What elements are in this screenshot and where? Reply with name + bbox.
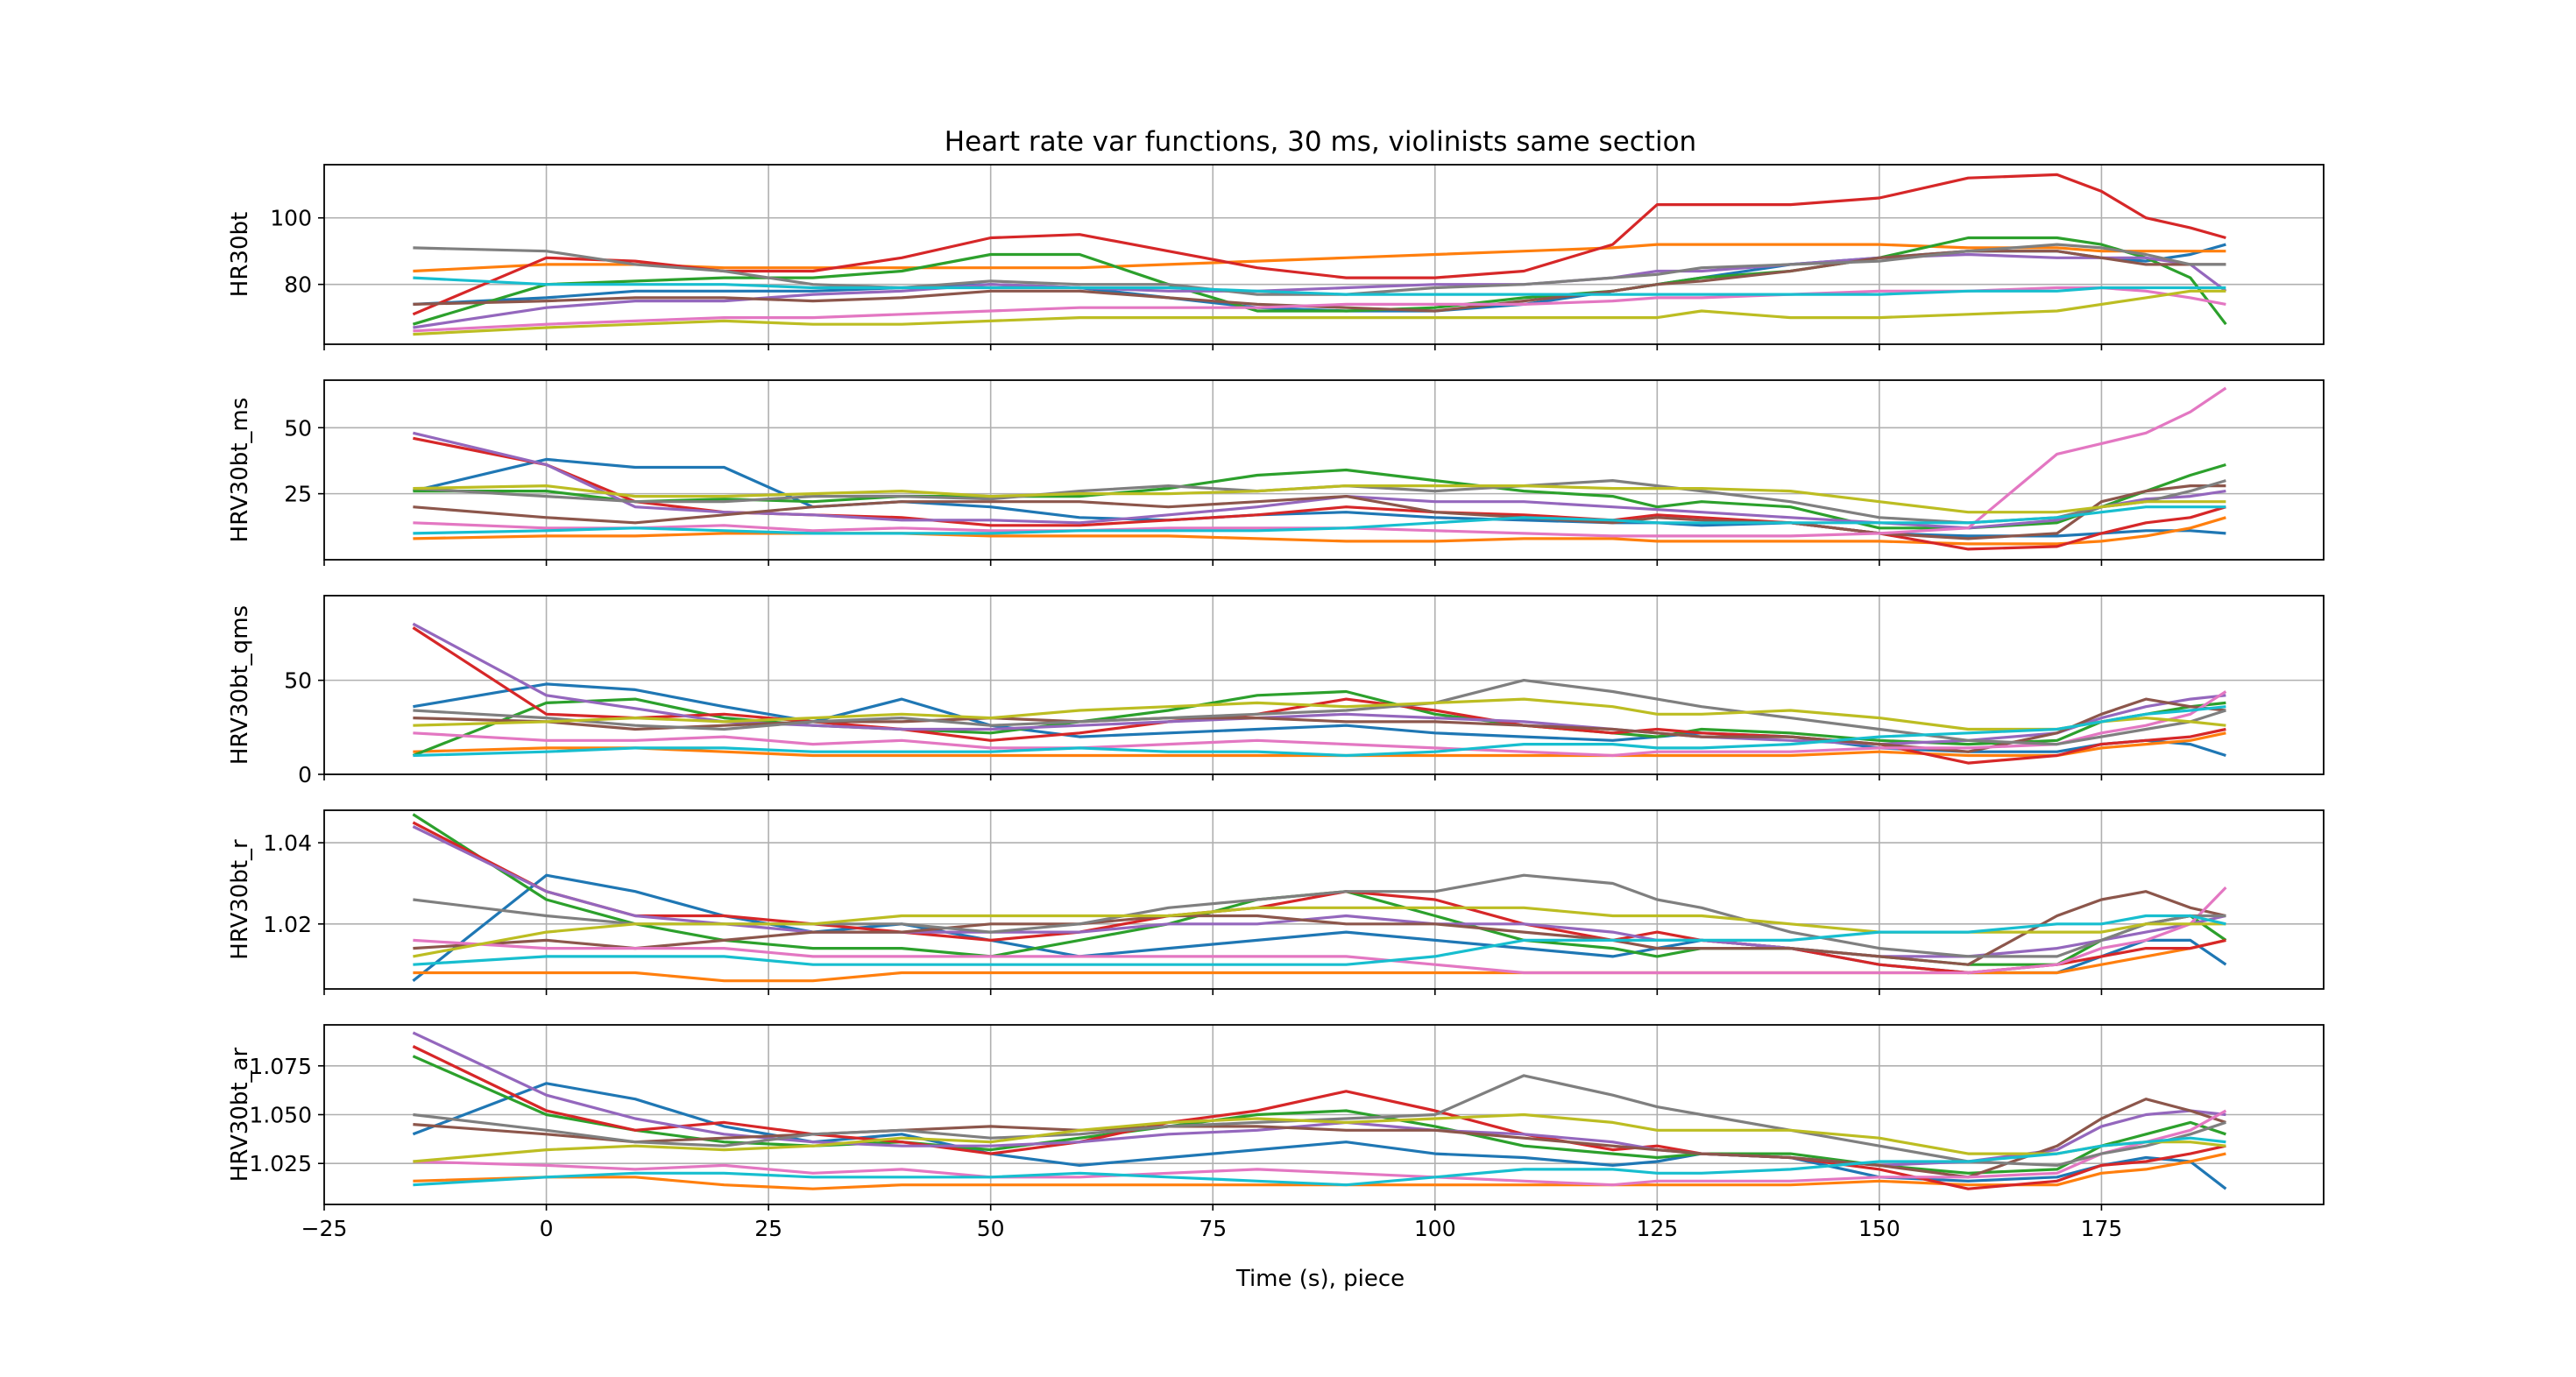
x-tick-label: 25 [754,1216,782,1241]
y-tick-label: 25 [284,482,312,507]
series-line [413,1109,2227,1187]
chart-title: Heart rate var functions, 30 ms, violini… [945,126,1696,158]
series-line [412,813,2227,966]
plot-frame [323,379,2325,561]
series-line [412,626,2226,765]
y-axis-label: HRV30bt_ar [227,1048,253,1183]
y-tick-label: 1.050 [249,1103,312,1128]
y-tick-label: 1.02 [263,912,312,937]
series-line [412,821,2226,975]
y-axis-label: HRV30bt_ms [227,398,253,543]
series-line [413,705,2226,758]
series-line [412,689,2226,757]
y-axis-label: HR30bt [227,212,253,297]
y-tick-label: 1.04 [263,830,312,856]
series-line [412,1031,2226,1168]
x-tick-label: −25 [301,1216,348,1241]
series-line [413,505,2226,535]
series-line [412,173,2226,316]
series-line [412,825,2226,958]
x-tick-label: 100 [1414,1216,1456,1241]
series-line [413,1152,2226,1190]
series-line [413,938,2226,983]
series-line [413,886,2227,975]
x-tick-label: 50 [977,1216,1005,1241]
y-axis-label: HRV30bt_r [227,839,253,960]
series-line [413,890,2226,966]
x-tick-label: 125 [1636,1216,1678,1241]
series-line [413,906,2226,958]
series-line [413,386,2227,538]
series-line [413,250,2226,313]
series-line [413,289,2226,336]
x-tick-label: 0 [540,1216,554,1241]
plot-frame [323,1024,2325,1205]
x-tick-label: 150 [1858,1216,1900,1241]
series-line [413,243,2226,273]
series-line [413,914,2226,966]
y-axis-label: HRV30bt_qms [227,605,253,765]
series-line [412,1045,2226,1190]
plot-frame [323,595,2325,775]
y-tick-label: 80 [284,272,312,298]
series-line [413,1136,2226,1187]
y-tick-label: 1.025 [249,1151,312,1176]
x-axis-label: Time (s), piece [1235,1266,1405,1292]
chart-panels: 80 100 HR30bt 25 50 HRV30bt_ms 0 50 HRV30bt_qms 1… [227,164,2325,1241]
series-line [413,243,2226,296]
x-tick-label: 175 [2081,1216,2123,1241]
series-line [413,690,2227,758]
y-tick-label: 50 [284,668,312,694]
series-line [413,484,2226,540]
series-line [413,252,2227,329]
y-tick-label: 100 [270,206,312,231]
plot-frame [323,809,2325,990]
y-tick-label: 0 [298,762,312,787]
series-line [413,286,2226,333]
x-tick-label: 75 [1199,1216,1227,1241]
series-line [412,236,2227,326]
series-line [413,484,2226,514]
plot-frame [323,164,2325,345]
series-line [413,1074,2226,1168]
series-line [413,678,2226,746]
y-tick-label: 50 [284,415,312,441]
y-tick-label: 1.075 [249,1054,312,1079]
series-line [413,276,2226,296]
